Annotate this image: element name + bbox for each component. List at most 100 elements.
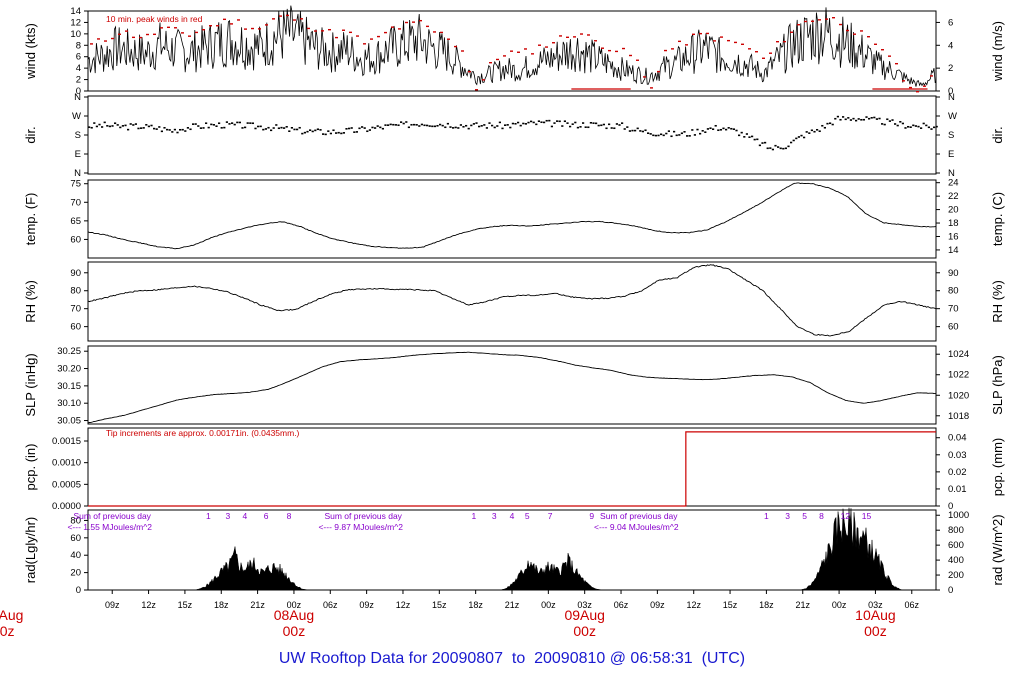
right-tick-label-6: 400 (948, 555, 964, 566)
peak-wind-mark (531, 53, 534, 55)
wind-direction-point (329, 132, 332, 135)
wind-direction-point (563, 120, 566, 123)
time-tick-label: 12z (686, 600, 701, 610)
wind-direction-point (249, 122, 252, 124)
wind-direction-point (834, 117, 837, 120)
wind-direction-point (774, 144, 777, 147)
wind-direction-point (735, 129, 738, 132)
peak-wind-mark (174, 27, 177, 29)
time-tick-label: 21z (505, 600, 520, 610)
peak-wind-mark (783, 40, 786, 43)
panel-data-0: 10 min. peak winds in red (87, 5, 936, 93)
peak-wind-mark (671, 48, 674, 50)
peak-wind-mark (342, 29, 345, 31)
wind-direction-point (184, 130, 187, 132)
wind-direction-point (353, 131, 356, 133)
wind-direction-point (608, 123, 611, 126)
wind-direction-point (389, 123, 392, 126)
peak-wind-mark (419, 19, 422, 22)
wind-direction-point (493, 126, 496, 129)
wind-direction-point (704, 131, 707, 134)
wind-direction-point (868, 117, 871, 120)
left-tick-label-1: E (75, 149, 81, 160)
wind-direction-point (366, 130, 369, 133)
hour-label: 3 (492, 511, 497, 521)
wind-direction-point (301, 132, 304, 135)
panel-5: pcp. (in) pcp. (mm) 0.0000 0.0005 0.0010 0.00… (23, 427, 1005, 512)
hour-label: 8 (819, 511, 824, 521)
wind-direction-point (855, 119, 858, 122)
wind-direction-point (732, 128, 735, 130)
wind-direction-point (878, 117, 881, 120)
peak-wind-mark (860, 30, 863, 32)
peak-wind-mark (930, 75, 933, 77)
peak-wind-mark (916, 91, 919, 93)
panel-frame (87, 10, 937, 92)
peak-wind-mark (160, 27, 163, 29)
wind-direction-point (844, 118, 847, 121)
wind-direction-point (823, 126, 826, 129)
wind-direction-point (615, 123, 618, 125)
wind-direction-point (485, 127, 488, 129)
peak-wind-mark (594, 40, 597, 42)
wind-direction-point (621, 122, 624, 124)
left-tick-label-2: 60 (70, 234, 81, 245)
wind-direction-point (153, 127, 156, 130)
hour-label: 15 (862, 511, 872, 521)
wind-direction-point (771, 148, 774, 151)
peak-wind-mark (832, 17, 835, 19)
peak-wind-mark (545, 46, 548, 48)
right-tick-label-4: 1018 (948, 411, 969, 422)
wind-direction-point (194, 123, 197, 125)
peak-wind-mark (664, 49, 667, 52)
wind-direction-point (790, 141, 793, 144)
wind-direction-point (717, 129, 720, 132)
wind-direction-point (618, 124, 621, 126)
wind-direction-point (558, 120, 561, 123)
wind-direction-point (405, 121, 408, 123)
wind-direction-point (847, 117, 850, 119)
peak-wind-mark (538, 44, 541, 46)
wind-direction-point (277, 127, 280, 130)
wind-direction-point (769, 147, 772, 149)
peak-wind-mark (97, 38, 100, 40)
peak-wind-mark (272, 18, 275, 20)
right-tick-label-6: 1000 (948, 510, 969, 521)
wind-direction-point (140, 127, 143, 129)
wind-direction-point (472, 123, 475, 125)
peak-wind-mark (384, 31, 387, 34)
peak-wind-mark (797, 24, 800, 26)
wind-direction-point (605, 127, 608, 130)
right-tick-label-1: E (948, 149, 954, 160)
peak-wind-mark (629, 54, 632, 57)
wind-direction-point (532, 121, 535, 124)
panel-6: rad(Lgly/hr) rad (W/m^2)02040608002004006… (23, 507, 1005, 596)
wind-direction-point (927, 126, 930, 129)
peak-wind-mark (923, 85, 926, 87)
wind-direction-point (176, 131, 179, 134)
peak-wind-mark (104, 40, 107, 42)
right-tick-label-0: 4 (948, 40, 953, 51)
wind-direction-point (589, 121, 592, 124)
wind-direction-point (483, 124, 486, 126)
daily-sum-title: Sum of previous day (600, 511, 678, 521)
peak-wind-mark (328, 28, 331, 31)
wind-direction-point (727, 127, 730, 129)
y-axis-label-3: RH (%) (23, 280, 38, 323)
date-time-label: 00z (573, 623, 596, 639)
left-tick-label-4: 30.25 (57, 346, 81, 357)
wind-direction-point (246, 122, 249, 124)
panel-frame (87, 95, 937, 175)
wind-direction-point (543, 121, 546, 124)
wind-direction-point (306, 130, 309, 133)
panel-data-5: Tip increments are approx. 0.00171in. (0… (88, 428, 936, 507)
daily-sum-value: <--- 9.04 MJoules/m^2 (594, 522, 679, 532)
date-time-label: 00z (283, 623, 306, 639)
right-tick-label-3: 60 (948, 322, 959, 333)
wind-direction-point (350, 127, 353, 129)
left-tick-label-4: 30.20 (57, 364, 81, 375)
wind-direction-point (636, 127, 639, 130)
wind-direction-point (576, 126, 579, 129)
wind-direction-point (641, 130, 644, 133)
wind-direction-point (766, 147, 769, 150)
